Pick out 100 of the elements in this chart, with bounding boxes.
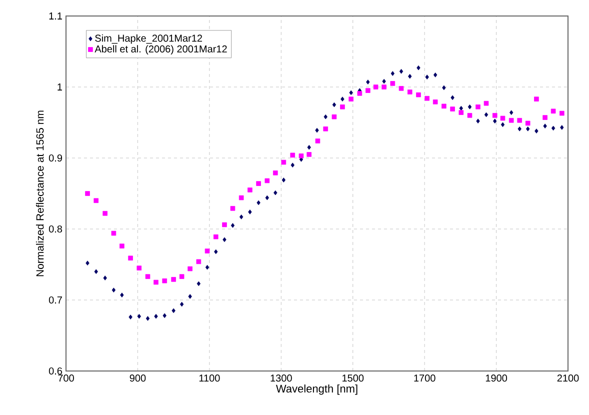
point: [432, 100, 438, 104]
point: [128, 314, 132, 320]
point: [172, 308, 176, 314]
point: [543, 124, 547, 128]
point: [230, 223, 235, 228]
x-tick-label: 1700: [414, 374, 436, 382]
point: [398, 86, 404, 91]
y-axis-title: Normalized Reflectance at 1565 nm: [36, 110, 44, 276]
point: [349, 90, 353, 96]
point: [407, 90, 412, 94]
point: [315, 138, 320, 144]
point: [551, 126, 556, 131]
point: [382, 78, 386, 84]
point: [290, 152, 296, 158]
y-tick-label: 1.1: [49, 12, 62, 20]
point: [366, 88, 370, 93]
y-tick-label: 0.9: [48, 154, 62, 162]
point: [86, 260, 90, 266]
point: [340, 96, 344, 102]
point: [484, 100, 489, 106]
point: [424, 96, 430, 101]
point: [493, 118, 497, 124]
point: [366, 80, 370, 84]
point: [120, 292, 124, 298]
point: [467, 113, 472, 118]
point: [408, 74, 412, 79]
point: [214, 249, 218, 254]
point: [222, 222, 227, 228]
point: [468, 104, 472, 110]
point: [450, 95, 454, 100]
point: [290, 162, 294, 168]
point: [248, 188, 252, 192]
point: [145, 274, 150, 279]
y-tick-label: 1: [58, 84, 62, 90]
point: [222, 237, 226, 242]
point: [399, 68, 404, 74]
point: [188, 266, 192, 272]
point: [560, 110, 564, 116]
point: [332, 102, 336, 108]
point: [179, 274, 184, 279]
point: [332, 114, 337, 120]
point: [205, 264, 210, 270]
point: [357, 90, 362, 96]
point: [526, 126, 530, 132]
point: [112, 288, 116, 292]
x-tick-label: 700: [58, 374, 74, 382]
point: [416, 92, 421, 98]
point: [94, 198, 99, 203]
point: [382, 84, 386, 90]
point: [500, 122, 505, 128]
y-tick-label: 0.8: [48, 225, 62, 233]
point: [103, 276, 107, 280]
point: [442, 104, 446, 109]
point: [542, 115, 548, 120]
point: [154, 314, 158, 319]
point: [273, 170, 278, 176]
point: [94, 269, 98, 274]
point: [239, 214, 244, 220]
x-tick-label: 1300: [270, 374, 292, 382]
point: [510, 110, 514, 115]
point: [102, 210, 108, 216]
point: [154, 280, 158, 285]
x-tick-label: 1500: [342, 374, 364, 382]
point: [111, 230, 116, 236]
x-axis-title: Wavelength [nm]: [276, 384, 358, 395]
point: [256, 200, 260, 206]
x-tick-label: 2100: [557, 374, 579, 382]
point: [274, 190, 278, 196]
point: [508, 118, 514, 123]
point: [256, 181, 261, 186]
point: [550, 108, 556, 114]
point: [390, 81, 396, 86]
point: [348, 96, 354, 102]
point: [146, 316, 150, 321]
point: [196, 259, 202, 264]
point: [306, 152, 312, 157]
point: [162, 313, 166, 318]
y-tick-label: 0.6: [48, 367, 62, 375]
x-tick-label: 1100: [199, 374, 220, 382]
point: [323, 126, 328, 132]
legend-label: Abell et al. (2006) 2001Mar12: [94, 45, 227, 54]
point: [238, 195, 244, 200]
point: [484, 112, 488, 118]
point: [416, 65, 420, 70]
x-tick-label: 1900: [486, 374, 508, 382]
point: [476, 118, 480, 124]
point: [196, 281, 201, 286]
point: [264, 178, 270, 184]
point: [476, 104, 480, 110]
point: [433, 72, 438, 78]
point: [230, 206, 236, 211]
point: [324, 114, 328, 120]
y-tick-label: 0.7: [48, 296, 62, 304]
point: [442, 85, 446, 90]
legend-label: Sim_Hapke_2001Mar12: [95, 34, 202, 44]
point: [128, 256, 133, 261]
point: [171, 277, 176, 282]
point: [534, 96, 539, 102]
point: [281, 160, 286, 165]
point: [137, 314, 141, 319]
